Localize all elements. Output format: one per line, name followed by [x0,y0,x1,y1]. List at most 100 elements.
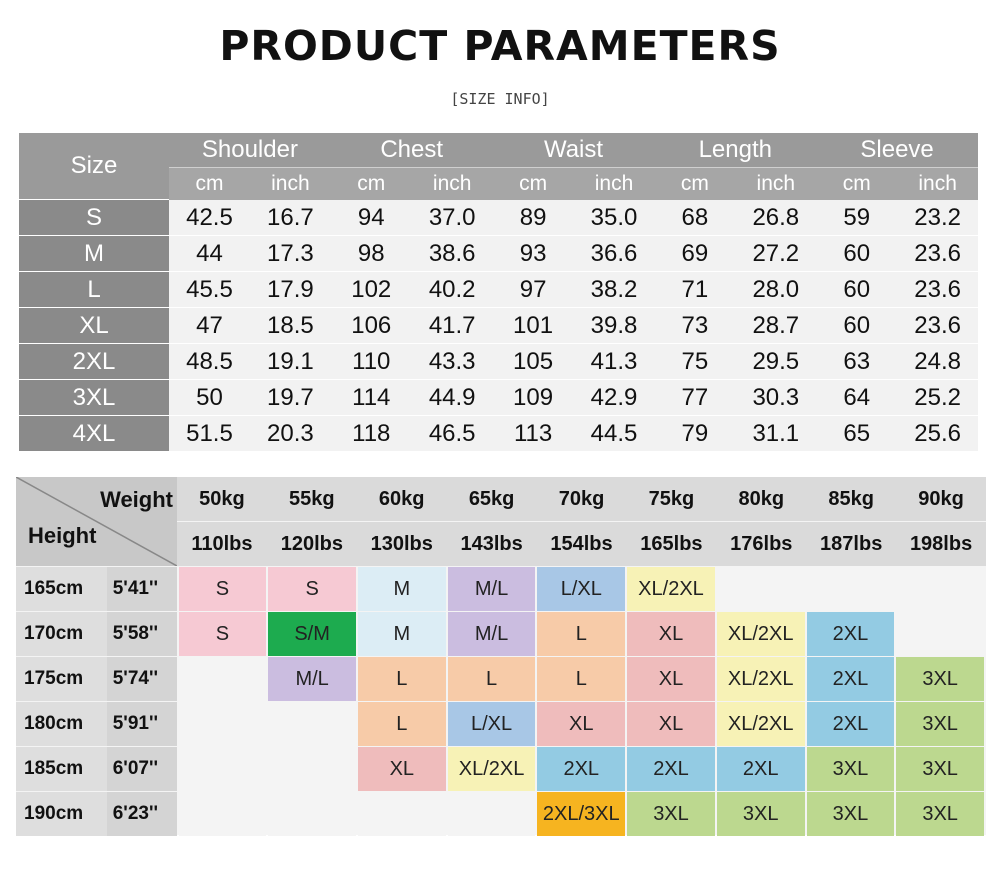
weight-kg-header: 75kg [648,488,695,510]
height-row: 185cm 6'07'' XL XL/2XL 2XL 2XL 2XL 3XL 3XL [16,747,986,791]
measurement-value: 37.0 [428,204,476,231]
size-recommendation-cell: 2XL [627,747,715,791]
table-row: S 42.5 16.7 94 37.0 89 35.0 68 26.8 59 23.2 [19,199,978,235]
weight-axis-label: Weight [100,487,173,512]
height-row: 170cm 5'58'' S S/M M M/L L XL XL/2XL 2XL [16,612,986,656]
size-recommendation-cell: 3XL [896,747,984,791]
weight-kg-header: 55kg [289,488,335,510]
height-ft-label: 5'41'' [106,567,177,611]
weight-lbs-header: 143lbs [460,533,523,555]
measurement-value: 38.6 [428,240,476,267]
measurement-value: 31.1 [752,420,800,447]
weight-lbs-header: 120lbs [280,533,343,555]
size-recommendation-cell: 2XL [806,612,895,656]
measurement-value: 23.6 [914,312,961,339]
measurement-value: 60 [843,240,871,267]
size-recommendation-cell [896,567,984,611]
measurement-value: 118 [352,420,391,447]
measurement-value: 94 [357,204,385,231]
measurement-value: 93 [519,240,547,267]
size-recommendation-cell: XL [627,657,715,701]
size-recommendation-cell: L [357,657,446,701]
size-recommendation-cell [447,792,536,836]
size-recommendation-cell [716,567,805,611]
metric-header: Waist [543,136,604,163]
measurement-value: 25.6 [914,420,961,447]
size-recommendation-cell: XL/2XL [716,702,805,746]
unit-header: cm [519,172,548,195]
measurement-value: 44.9 [428,384,476,411]
measurement-value: 45.5 [186,276,233,303]
size-recommendation-cell: XL [627,702,715,746]
measurement-value: 27.2 [752,240,800,267]
measurement-value: 79 [681,420,709,447]
measurement-value: 46.5 [428,420,476,447]
measurement-value: 109 [513,384,554,411]
measurement-value: 106 [351,312,392,339]
weight-kg-header-row: 50kg 55kg 60kg 65kg 70kg 75kg 80kg 85kg 90kg [177,477,986,521]
unit-header: cm [680,172,709,195]
height-row: 175cm 5'74'' M/L L L L XL XL/2XL 2XL 3XL [16,657,986,701]
measurement-value: 77 [681,384,709,411]
measurement-value: 68 [681,204,709,231]
unit-header: cm [842,172,871,195]
height-ft-label: 5'58'' [106,612,177,656]
measurement-value: 19.7 [267,384,314,411]
measurement-value: 102 [351,276,392,303]
size-recommendation-cell: M [357,567,446,611]
size-recommendation-cell: S [178,567,267,611]
unit-header: inch [594,172,634,195]
height-cm-label: 185cm [16,747,107,791]
unit-header: inch [756,172,796,195]
measurement-value: 20.3 [267,420,314,447]
measurement-cells: 44 17.3 98 38.6 93 36.6 69 27.2 60 23.6 [169,236,978,271]
size-label: XL [19,308,169,343]
size-label: 4XL [19,416,169,451]
weight-lbs-header: 176lbs [730,533,793,555]
size-recommendation-cell [357,792,446,836]
unit-headers: cm inch cm inch cm inch cm inch cm inch [169,167,978,200]
measurement-value: 47 [196,312,223,339]
metric-header: Sleeve [860,136,934,163]
unit-header: cm [195,172,224,195]
size-recommendation-cell: 2XL [806,657,895,701]
measurement-value: 18.5 [267,312,314,339]
measurement-value: 40.2 [428,276,476,303]
size-recommendation-cell: 3XL [716,792,805,836]
measurement-value: 65 [843,420,871,447]
measurement-value: 48.5 [186,348,233,375]
table-row: 4XL 51.5 20.3 118 46.5 113 44.5 79 31.1 65 25.6 [19,415,978,451]
table-row: L 45.5 17.9 102 40.2 97 38.2 71 28.0 60 23.6 [19,271,978,307]
size-recommendation-cell [268,747,356,791]
weight-height-chart: Weight Height 50kg 55kg 60kg 65kg 70kg 75kg 80… [16,477,986,836]
weight-lbs-header: 130lbs [370,533,433,555]
size-label: M [19,236,169,271]
size-recommendation-cell [896,612,984,656]
size-label: S [19,200,169,235]
size-recommendation-cell: 3XL [896,792,984,836]
measurement-value: 23.6 [914,240,961,267]
weight-lbs-header: 187lbs [820,533,883,555]
size-recommendation-cell: S/M [268,612,356,656]
measurement-value: 51.5 [186,420,233,447]
size-recommendation-cell: XL [537,702,626,746]
measurement-value: 16.7 [267,204,314,231]
size-table-body: S 42.5 16.7 94 37.0 89 35.0 68 26.8 59 23.2 M 44 17.3… [19,199,978,451]
measurement-cells: 48.5 19.1 110 43.3 105 41.3 75 29.5 63 24.8 [169,344,978,379]
height-cm-label: 165cm [16,567,107,611]
height-ft-label: 6'07'' [106,747,177,791]
size-recommendation-cell [268,702,356,746]
measurement-value: 60 [843,276,871,303]
weight-lbs-header-row: 110lbs 120lbs 130lbs 143lbs 154lbs 165lbs 176l… [177,522,986,566]
size-recommendation-cell: XL/2XL [716,657,805,701]
measurement-value: 36.6 [590,240,638,267]
metric-header: Chest [380,136,444,163]
size-recommendation-cell: 2XL [537,747,626,791]
measurement-value: 63 [843,348,871,375]
unit-header: inch [432,172,472,195]
weight-kg-header: 85kg [828,488,874,510]
height-cm-label: 175cm [16,657,107,701]
measurement-value: 44 [196,240,223,267]
height-ft-label: 6'23'' [106,792,177,836]
measurement-value: 69 [681,240,709,267]
